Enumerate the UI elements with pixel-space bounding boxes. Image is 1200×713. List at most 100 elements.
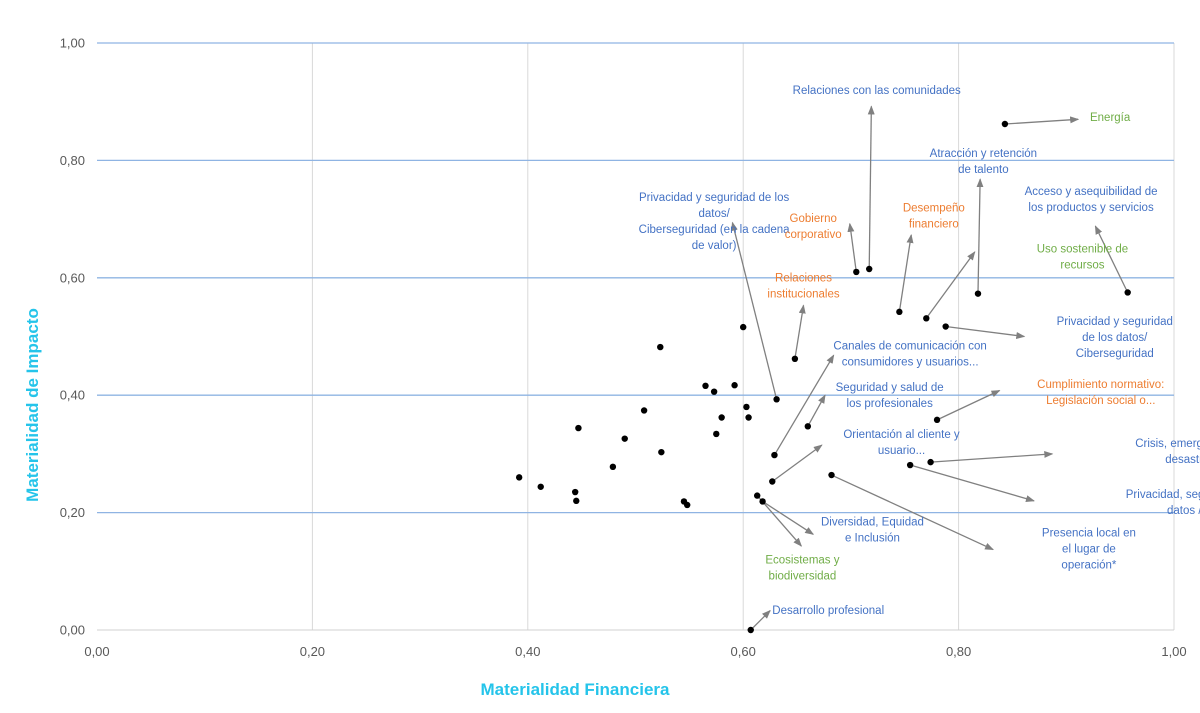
y-tick-label: 0,40 [60,388,85,403]
data-point [759,498,766,505]
annotation-label-line: Orientación al cliente y [843,429,960,441]
annotation-arrow [847,222,857,273]
annotation-arrow [867,105,875,270]
annotation-label-line: datos/ [698,208,730,220]
gridlines [97,42,1175,631]
annotation-label: Desarrollo profesional [772,605,884,617]
y-tick-label: 0,20 [60,505,85,520]
annotation-arrow [762,500,815,535]
annotation-label-line: Ciberseguridad (en la cadena [639,224,790,236]
annotation-label-line: Atracción y retención [930,148,1037,160]
annotation-label-line: Desarrollo profesional [772,605,884,617]
data-point [906,461,914,469]
annotation-label-line: Canales de comunicación con [833,340,986,352]
data-point [804,423,812,430]
annotation-label-line: usuario... [878,445,925,457]
annotation-label-line: Desempeño [903,202,965,214]
annotation-label-line: Crisis, emergencias y [1135,438,1200,450]
data-point [769,478,776,485]
annotation-label-line: Diversidad, Equidad [821,517,924,529]
annotation-label-line: de talento [958,164,1009,176]
annotation-label-line: el lugar de [1062,544,1116,556]
annotation-arrow [976,178,984,294]
data-point [609,463,617,471]
annotation-label-line: Cumplimiento normativo: [1037,379,1164,391]
annotation-label: Desempeño financiero [903,202,965,230]
annotation-label: Privacidad y seguridad de los datos/Ciber… [1057,316,1173,360]
data-point [773,396,780,403]
x-tick-label: 0,20 [300,644,325,659]
annotation-label-line: operación* [1061,560,1117,572]
data-point [745,414,752,421]
x-tick-label: 0,60 [731,644,756,659]
annotation-arrow [945,325,1026,339]
annotation-arrow [925,251,976,319]
annotation-arrow [930,450,1054,463]
annotation-label-line: Energía [1090,112,1131,124]
data-point [740,323,747,331]
data-point [1124,289,1131,296]
annotation-arrow [898,233,914,312]
annotation-label-line: Acceso y asequibilidad de [1025,186,1158,198]
data-point [537,483,544,490]
data-point [702,382,709,390]
data-point [828,471,835,479]
annotation-label: Uso sostenible de recursos [1037,244,1128,272]
data-point [571,488,579,496]
annotation-label-line: los profesionales [847,398,934,410]
data-point [731,382,738,389]
annotation-label-line: desastres [1165,454,1200,466]
y-tick-label: 0,80 [60,153,85,168]
annotation-label-line: biodiversidad [769,571,837,583]
annotation-label: Crisis, emergencias y desastres [1135,438,1200,466]
data-point [923,315,930,322]
data-point [942,323,949,330]
annotation-label-line: de los datos/ [1082,332,1148,344]
annotation-label-line: los productos y servicios [1028,202,1154,214]
annotation-label-line: datos /... [1167,505,1200,517]
annotation-arrows [730,105,1129,631]
x-tick-label: 0,40 [515,644,540,659]
x-tick-label: 0,80 [946,644,971,659]
annotation-label-line: de valor) [692,240,737,252]
data-point [710,388,718,395]
data-point [747,626,754,634]
data-point [658,448,665,456]
annotation-label: Acceso y asequibilidad de los productos y… [1025,186,1158,214]
data-point [927,458,934,466]
x-axis-title: Materialidad Financiera [481,680,670,699]
annotation-arrow [794,304,806,359]
x-tick-label: 1,00 [1161,644,1186,659]
annotation-label-line: recursos [1060,260,1104,272]
annotation-arrow [936,389,1001,421]
annotation-label-line: institucionales [767,288,839,300]
annotation-label-line: Uso sostenible de [1037,244,1128,256]
annotation-label-line: e Inclusión [845,533,900,545]
annotation-label: Diversidad, Equidad e Inclusión [821,517,924,545]
data-point [853,268,860,276]
annotation-label: Privacidad y seguridad de los datos/Ciber… [639,192,790,252]
annotation-label: Ecosistemas y biodiversidad [765,555,839,583]
data-point [896,308,903,316]
annotation-label: Relaciones institucionales [767,272,839,300]
annotation-label-line: corporativo [785,229,842,241]
data-point [1001,120,1009,128]
y-tick-label: 1,00 [60,36,85,51]
annotation-label-line: consumidores y usuarios... [842,356,979,368]
data-point [754,492,761,499]
annotation-arrow [750,609,771,631]
annotation-label: Orientación al cliente y usuario... [843,429,960,457]
y-axis-title: Materialidad de Impacto [23,308,42,502]
annotation-label: Gobierno corporativo [785,213,842,241]
annotation-label: Seguridad y salud de los profesionales [836,382,944,410]
x-tick-label: 0,00 [84,644,109,659]
annotation-arrow [909,464,1035,503]
data-point [573,497,580,505]
annotation-arrow [730,221,778,400]
data-point [771,451,778,459]
y-tick-label: 0,60 [60,270,85,285]
annotation-label: Energía [1090,112,1131,124]
annotation-label-line: Privacidad y seguridad [1057,316,1173,328]
data-point [866,265,873,273]
